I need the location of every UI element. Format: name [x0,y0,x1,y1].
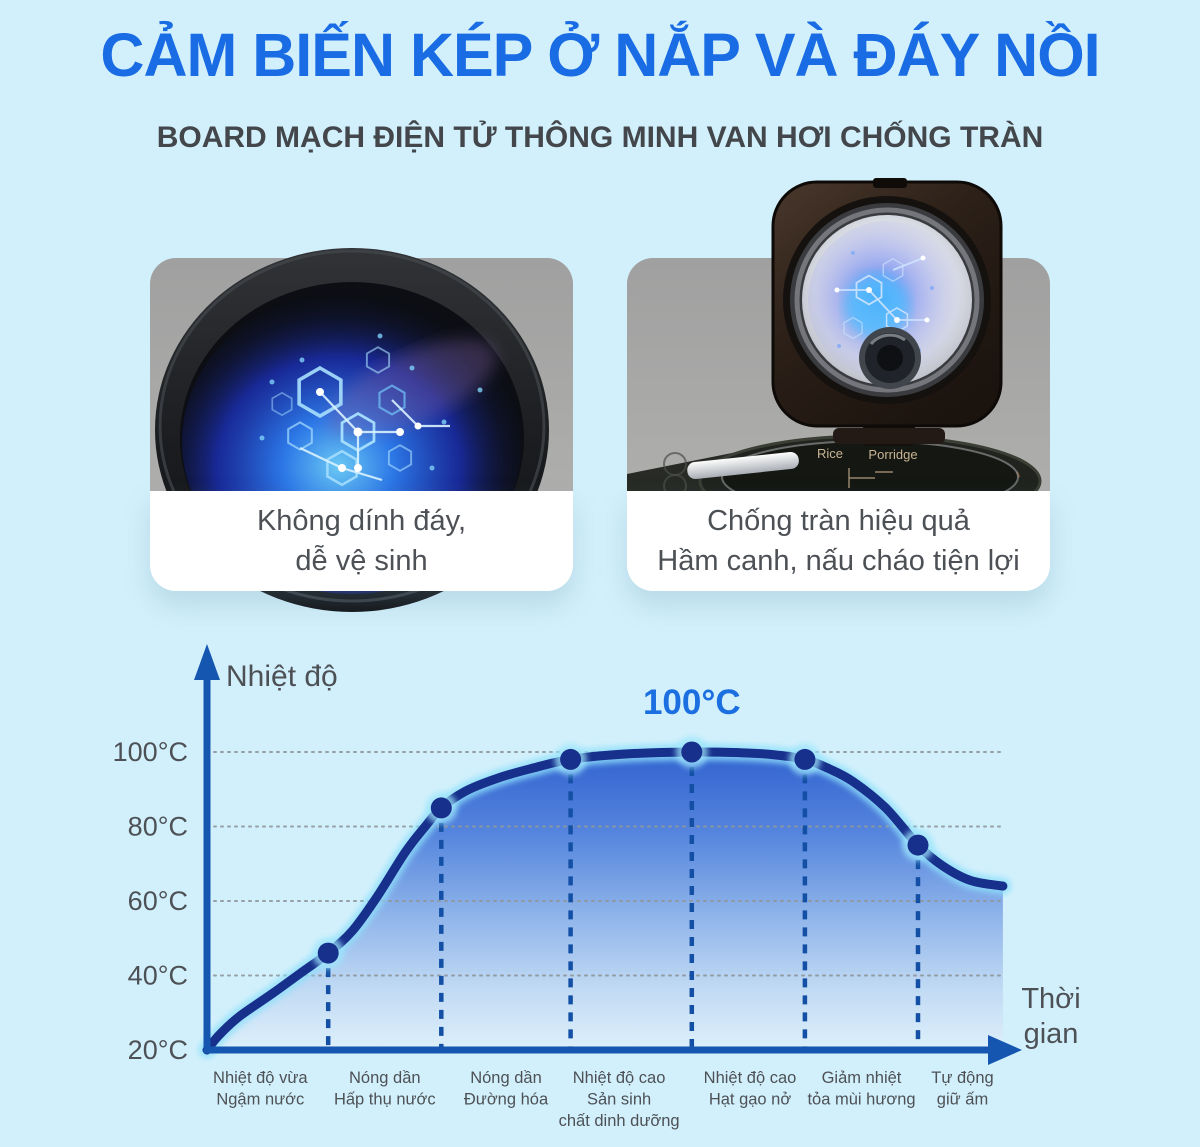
y-axis-arrow [194,644,220,680]
phase-label: Giảm nhiệt tỏa mùi hương [807,1069,915,1109]
data-point [794,748,816,770]
page-subtitle: BOARD MẠCH ĐIỆN TỬ THÔNG MINH VAN HƠI CH… [156,121,1044,154]
circuit-dots [259,333,483,472]
nonstick-pot-photo [150,248,573,612]
y-tick-label: 100°C [113,737,188,767]
purple-reflection [326,339,498,437]
data-point [560,748,582,770]
temperature-chart-svg: 100°C 80°C 60°C 40°C 20°C Nhiệt độ Thời gian 100… [113,644,1081,1130]
feature-card-antioverflow: Rice Porridge [627,178,1050,591]
card-caption-antioverflow: Chống tràn hiệu quả Hầm canh, nấu cháo t… [627,491,1050,591]
cooker-photo: Rice Porridge [627,178,1050,528]
feature-card-nonstick: Không dính đáy, dễ vệ sinh [150,248,573,612]
y-axis-title: Nhiệt độ [226,660,338,693]
caption-line: Không dính đáy, [256,505,467,537]
steam-valve [859,327,921,389]
data-point [907,834,929,856]
pot-illustration [155,248,549,612]
caption-line: Chống tràn hiệu quả [707,505,970,537]
pot-scale-label-porridge: Porridge [868,447,917,462]
y-tick-label: 40°C [128,961,188,991]
lid-circuit-dots [834,251,934,352]
cooker-illustration: Rice Porridge [627,178,1042,528]
phase-label: Tự động giữ ấm [931,1069,993,1109]
temperature-chart: 100°C 80°C 60°C 40°C 20°C Nhiệt độ Thời gian 100… [0,620,1200,1147]
cooker-lid [771,178,1003,446]
phase-label: Nhiệt độ cao Sản sinh chất dinh dưỡng [559,1069,680,1130]
x-axis-arrow [988,1035,1022,1065]
x-axis-title: Thời gian [1021,983,1080,1050]
caption-line: Hầm canh, nấu cháo tiện lợi [657,545,1020,577]
phase-label: Nhiệt độ cao Hạt gạo nở [704,1069,797,1109]
data-point [681,741,703,763]
lid-circuit-pattern [837,257,927,340]
data-point [317,942,339,964]
phase-label: Nhiệt độ vừa Ngậm nước [213,1069,308,1109]
peak-annotation: 100°C [643,683,741,722]
y-tick-label: 80°C [128,812,188,842]
page-title: CẢM BIẾN KÉP Ở NẮP VÀ ĐÁY NỒI [100,21,1100,89]
caption-line: dễ vệ sinh [295,545,428,577]
y-tick-label: 60°C [128,886,188,916]
phase-label: Nóng dần Đường hóa [464,1069,549,1109]
card-caption-nonstick: Không dính đáy, dễ vệ sinh [150,491,573,591]
y-tick-label: 20°C [128,1035,188,1065]
temperature-curve [202,747,1008,1055]
phase-label: Nóng dần Hấp thụ nước [334,1069,436,1109]
pot-scale-label-rice: Rice [817,446,843,461]
data-point [430,797,452,819]
